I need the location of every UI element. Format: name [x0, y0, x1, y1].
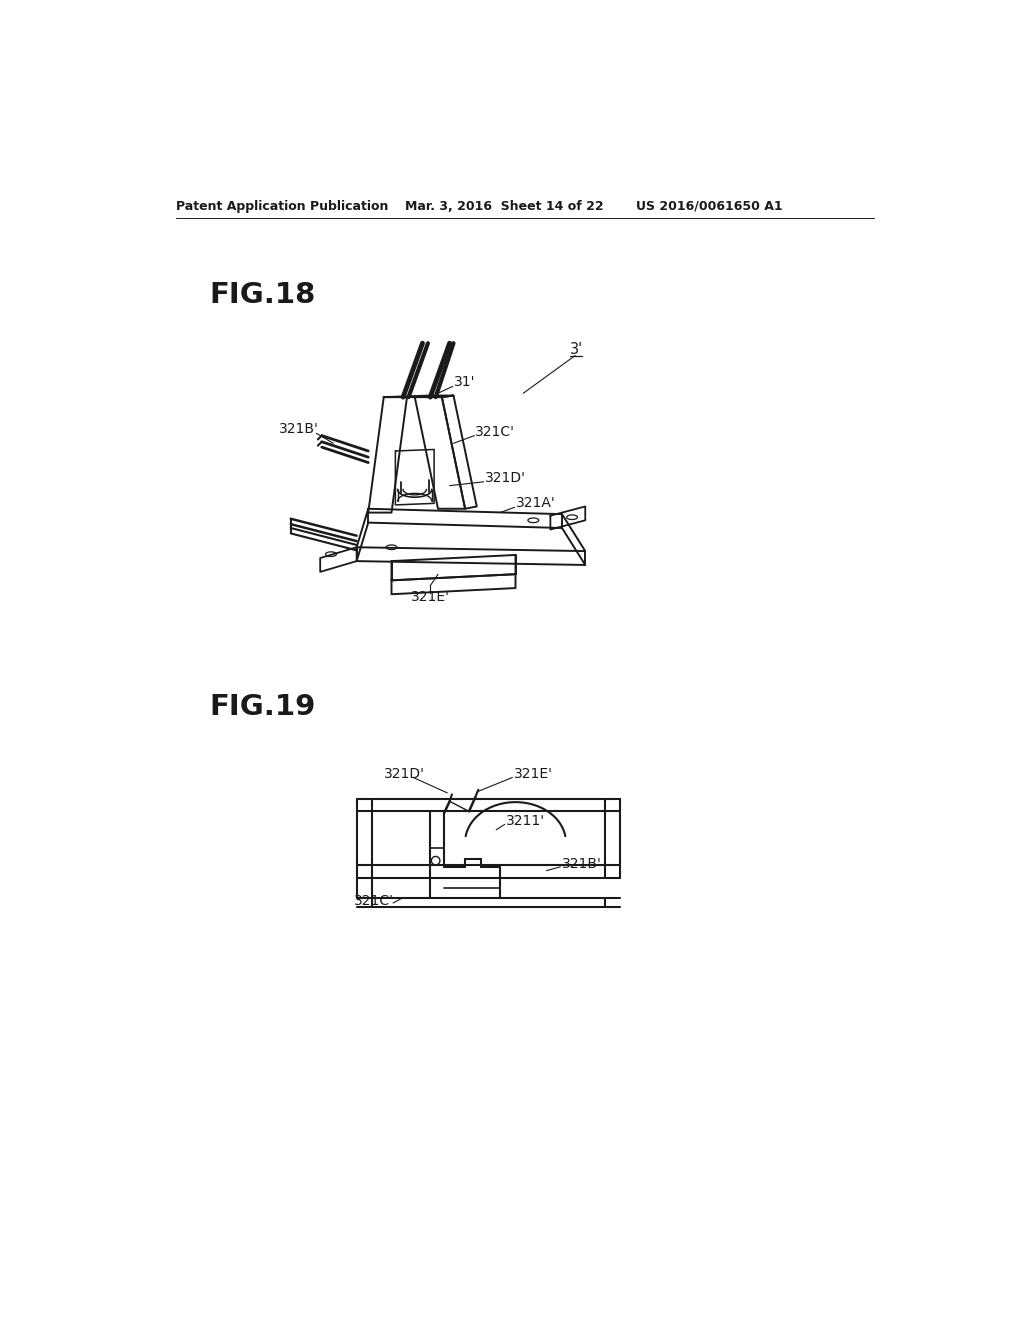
Text: 321C': 321C'	[475, 425, 515, 438]
Text: 31': 31'	[454, 375, 475, 388]
Text: Mar. 3, 2016  Sheet 14 of 22: Mar. 3, 2016 Sheet 14 of 22	[406, 199, 604, 213]
Text: 321E': 321E'	[514, 767, 553, 781]
Text: 321D': 321D'	[384, 767, 425, 781]
Text: 321A': 321A'	[515, 496, 555, 511]
Text: 321E': 321E'	[411, 590, 450, 605]
Text: Patent Application Publication: Patent Application Publication	[176, 199, 388, 213]
Text: FIG.19: FIG.19	[209, 693, 315, 721]
Text: 3': 3'	[569, 342, 583, 356]
Text: 321B': 321B'	[280, 422, 319, 437]
Text: 3211': 3211'	[506, 813, 546, 828]
Text: US 2016/0061650 A1: US 2016/0061650 A1	[636, 199, 782, 213]
Text: 321B': 321B'	[562, 857, 602, 871]
Text: 321C': 321C'	[354, 895, 394, 908]
Text: FIG.18: FIG.18	[209, 281, 315, 309]
Text: 321D': 321D'	[484, 471, 525, 484]
